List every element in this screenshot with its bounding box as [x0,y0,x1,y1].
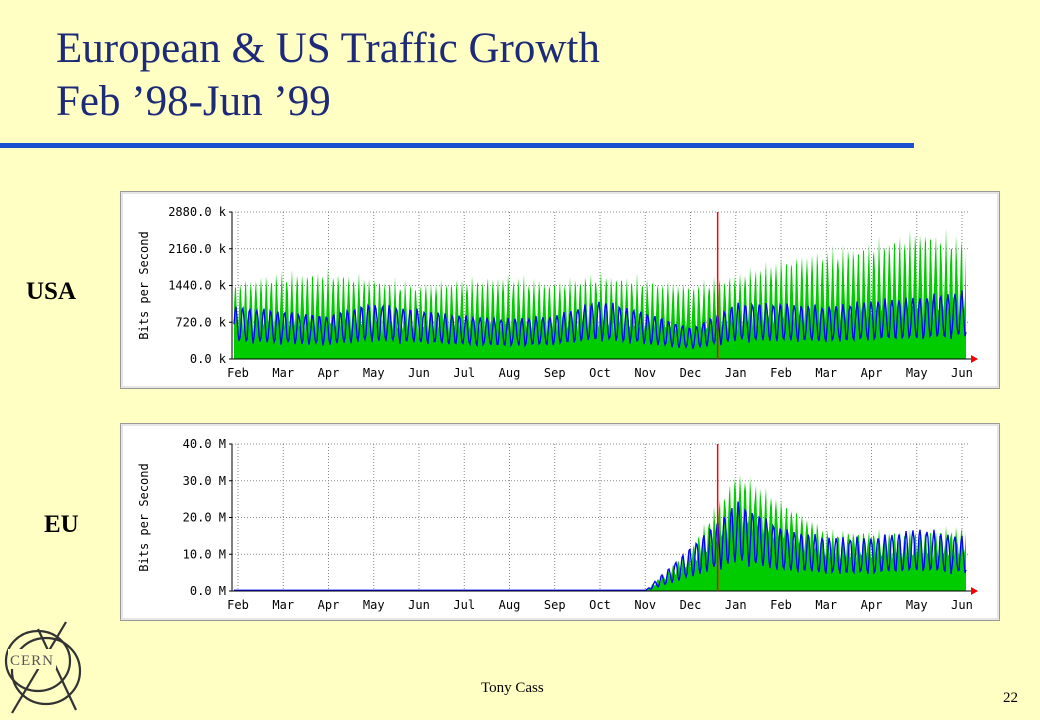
x-tick-label: Apr [861,598,883,612]
series-outbound-line [234,501,967,591]
x-tick-label: Sep [544,366,566,380]
x-tick-label: Feb [770,366,792,380]
x-tick-label: Dec [680,598,702,612]
x-tick-label: Apr [318,366,340,380]
title-line-2: Feb ’98-Jun ’99 [56,78,331,125]
x-tick-label: Aug [499,598,521,612]
x-tick-label: Jan [725,366,747,380]
x-tick-label: Jun [408,366,430,380]
x-tick-label: Apr [861,366,883,380]
x-tick-label: May [363,366,385,380]
cern-logo: CERN [4,621,82,714]
page-number: 22 [1003,690,1018,706]
chart-frame-inner [121,424,999,620]
x-tick-label: Sep [544,598,566,612]
x-tick-label: Oct [589,366,611,380]
x-tick-label: Jun [408,598,430,612]
x-tick-label: Apr [318,598,340,612]
x-tick-label: Mar [272,366,294,380]
y-tick-label: 2160.0 k [168,242,227,256]
y-tick-label: 1440.0 k [168,279,227,293]
y-tick-label: 2880.0 k [168,205,227,219]
x-tick-label: Jul [453,598,475,612]
x-tick-label: Aug [499,366,521,380]
y-tick-label: 0.0 M [190,584,226,598]
x-tick-label: May [906,598,928,612]
x-tick-label: Nov [634,366,656,380]
footer-author: Tony Cass [481,680,544,696]
x-tick-label: Jul [453,366,475,380]
cern-logo-text: CERN [10,653,54,669]
y-tick-label: 0.0 k [190,352,227,366]
usa-label: USA [26,278,77,305]
x-tick-label: Jan [725,598,747,612]
eu-traffic-chart: 0.0 M 10.0 M 20.0 M 30.0 M 40.0 M Feb Mar Apr Ma… [120,423,1000,621]
usa-traffic-chart: 0.0 k 720.0 k 1440.0 k 2160.0 k 2880.0 k Feb M… [120,191,1000,389]
y-tick-label: 10.0 M [183,547,226,561]
x-tick-label: Mar [815,598,837,612]
x-tick-label: May [906,366,928,380]
title-underline [0,143,914,148]
y-axis-label: Bits per Second [137,231,151,339]
eu-label: EU [44,511,79,538]
y-tick-label: 30.0 M [183,474,226,488]
series-inbound-area [234,228,966,359]
x-tick-label: Nov [634,598,656,612]
x-tick-label: Feb [227,366,249,380]
x-tick-label: Mar [272,598,294,612]
x-tick-label: Feb [770,598,792,612]
y-tick-label: 40.0 M [183,437,226,451]
y-tick-label: 20.0 M [183,511,226,525]
x-tick-label: Jun [951,598,973,612]
x-axis-arrow [971,587,978,595]
y-axis-label: Bits per Second [137,463,151,571]
x-tick-label: May [363,598,385,612]
x-tick-label: Mar [815,366,837,380]
x-tick-label: Dec [680,366,702,380]
slide-title: European & US Traffic Growth Feb ’98-Jun… [56,22,956,128]
x-tick-label: Feb [227,598,249,612]
x-tick-label: Oct [589,598,611,612]
series-outbound-line [233,290,967,350]
x-tick-label: Jun [951,366,973,380]
y-tick-label: 720.0 k [175,315,226,329]
chart-frame-inner [121,192,999,388]
title-line-1: European & US Traffic Growth [56,25,600,72]
x-axis-arrow [971,355,978,363]
